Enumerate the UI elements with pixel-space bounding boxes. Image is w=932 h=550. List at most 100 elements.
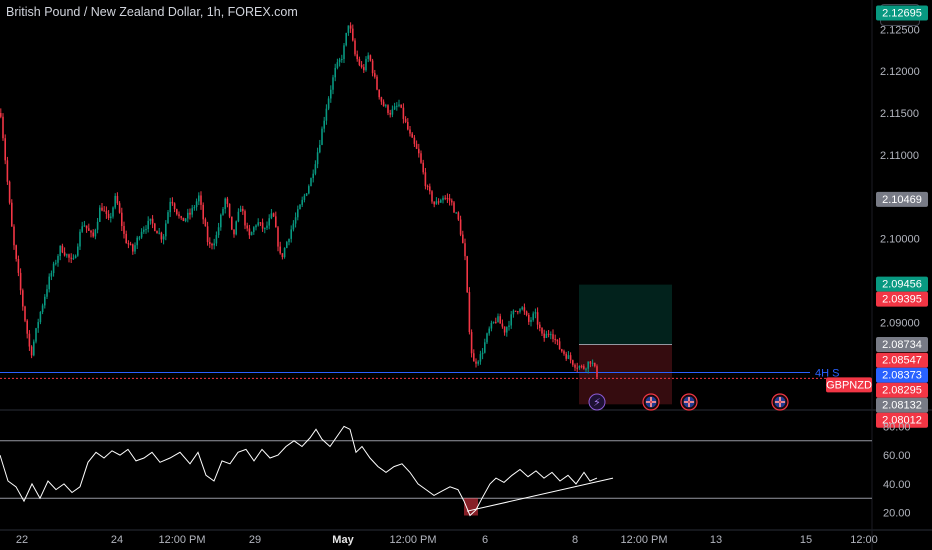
candle-body — [354, 40, 356, 55]
candle — [330, 85, 332, 103]
rsi-tick: 40.00 — [883, 479, 911, 491]
candle — [176, 208, 178, 216]
candle — [57, 254, 59, 267]
time-tick: 6 — [482, 534, 488, 546]
candle — [83, 220, 86, 227]
candle — [103, 206, 105, 212]
candle-body — [35, 328, 37, 342]
candle-body — [457, 212, 460, 220]
candle-body — [182, 217, 185, 222]
candle-body — [50, 273, 53, 277]
price-label-text: 2.10469 — [882, 194, 922, 206]
candle — [578, 365, 581, 370]
candle — [338, 57, 341, 67]
candle — [4, 134, 6, 165]
candle — [266, 221, 268, 231]
candle-body — [46, 289, 48, 297]
candle — [565, 351, 567, 361]
rsi-tick: 60.00 — [883, 450, 911, 462]
candle — [468, 287, 471, 335]
candle — [550, 331, 552, 340]
candle — [235, 220, 237, 236]
candle-body — [415, 143, 418, 149]
candle-body — [0, 113, 2, 117]
candle-body — [382, 101, 385, 107]
candle — [521, 306, 523, 311]
lightning-event-icon[interactable]: ⚡ — [588, 393, 606, 411]
candle-body — [72, 258, 75, 260]
candle — [28, 330, 31, 351]
candle — [349, 22, 352, 33]
candle — [74, 254, 77, 259]
candle — [508, 320, 510, 331]
candle — [514, 310, 517, 312]
candle-body — [140, 231, 143, 238]
candle-body — [138, 237, 141, 239]
candle — [589, 360, 592, 368]
candle — [0, 108, 2, 119]
candle-body — [409, 129, 411, 134]
uk-flag-event-icon[interactable] — [771, 393, 789, 411]
candle-body — [2, 116, 4, 139]
candle-body — [132, 244, 134, 252]
candle — [250, 231, 253, 236]
candle-body — [589, 361, 592, 364]
candle-body — [57, 256, 59, 263]
candle-body — [103, 210, 105, 212]
candle — [308, 184, 310, 195]
candle-body — [270, 213, 273, 219]
candle — [81, 221, 83, 233]
candle-body — [211, 243, 213, 246]
candle-body — [400, 104, 402, 108]
candle — [385, 103, 387, 108]
candle — [143, 226, 145, 234]
candle — [24, 305, 26, 323]
candle — [365, 56, 367, 72]
price-tick: 2.12500 — [880, 24, 920, 36]
candle-body — [503, 326, 506, 333]
candle-body — [506, 326, 508, 333]
candle-body — [52, 263, 55, 274]
candle-body — [33, 341, 35, 356]
candle-body — [591, 362, 594, 364]
candle-body — [239, 208, 242, 212]
candle — [211, 242, 213, 250]
candle — [26, 319, 28, 339]
uk-flag-event-icon[interactable] — [680, 393, 698, 411]
candle — [534, 308, 537, 319]
candle — [435, 197, 438, 205]
candle — [492, 321, 495, 324]
candle-body — [83, 225, 86, 227]
candle-body — [233, 229, 235, 235]
candle-body — [572, 360, 574, 365]
candle — [77, 243, 79, 257]
candle-body — [576, 367, 578, 369]
candle-body — [541, 328, 543, 334]
candle — [352, 24, 354, 42]
candle — [244, 209, 246, 230]
candle-body — [173, 203, 176, 210]
candle — [444, 195, 446, 201]
candle-body — [61, 245, 64, 253]
candle-body — [545, 333, 548, 339]
candle — [358, 56, 361, 67]
candle-body — [321, 128, 323, 145]
candle-body — [149, 218, 152, 221]
candle — [13, 224, 15, 250]
candle-body — [587, 361, 589, 369]
candle — [558, 337, 561, 350]
candle-body — [158, 232, 160, 234]
candle — [173, 202, 176, 213]
candle-body — [180, 216, 182, 218]
candle — [72, 254, 75, 260]
candle-body — [552, 334, 554, 339]
candle-body — [266, 225, 268, 228]
uk-flag-event-icon[interactable] — [642, 393, 660, 411]
candle-body — [554, 338, 556, 340]
candle-body — [422, 162, 424, 173]
candle — [134, 242, 136, 255]
candle — [475, 358, 477, 368]
candle-body — [536, 312, 539, 325]
rsi-trendline[interactable] — [466, 477, 614, 512]
